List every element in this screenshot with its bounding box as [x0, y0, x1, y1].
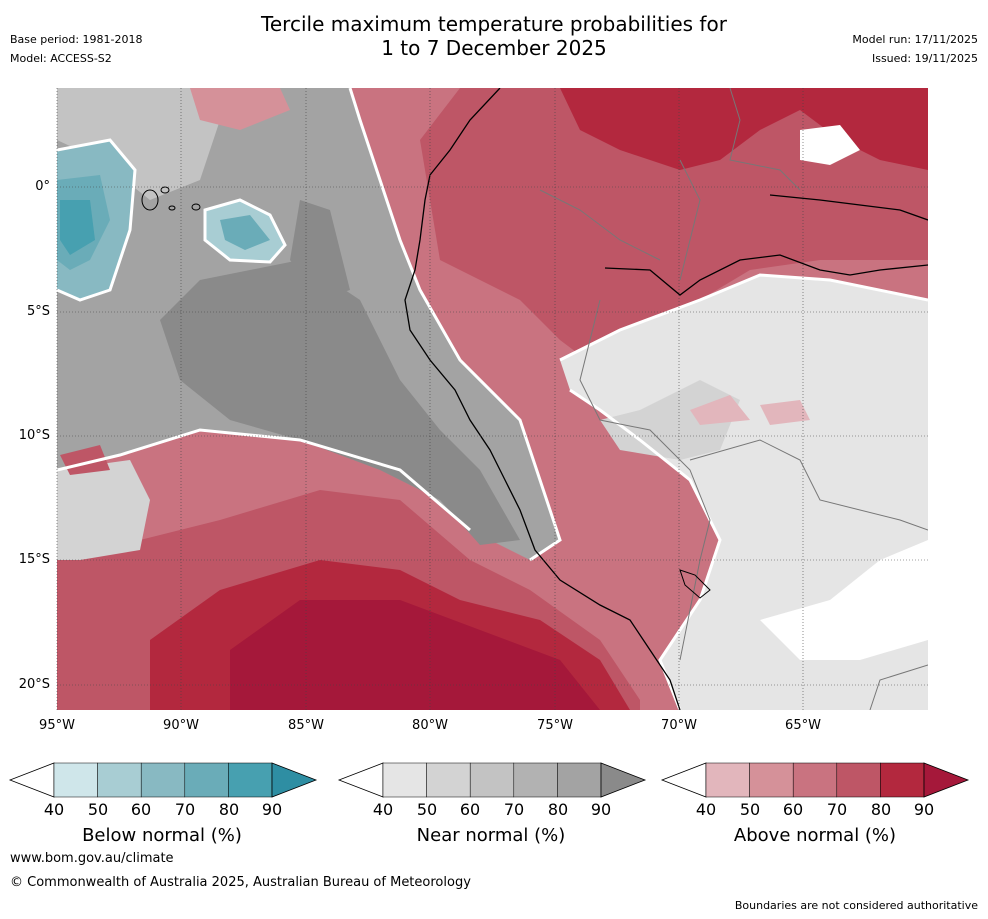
metadata-right: Model run: 17/11/2025 Issued: 19/11/2025 [852, 30, 978, 68]
colorbar-upper-extend [600, 762, 647, 798]
colorbar-segment-80 [228, 762, 273, 798]
colorbar-below-normal [8, 762, 318, 798]
colorbar-near-title: Near normal (%) [416, 825, 566, 846]
colorbar-segment-50 [97, 762, 142, 798]
cb-below-tick-90: 90 [261, 800, 283, 819]
cb-above-tick-40: 40 [695, 800, 717, 819]
model-text: Model: ACCESS-S2 [10, 52, 112, 65]
cb-below-tick-50: 50 [87, 800, 109, 819]
colorbar-segment-40 [53, 762, 98, 798]
cb-near-tick-40: 40 [372, 800, 394, 819]
lat-label-20s: 20°S [18, 677, 50, 692]
footer-url: www.bom.gov.au/climate [10, 851, 174, 866]
colorbar-segment-50 [426, 762, 471, 798]
cb-below-tick-40: 40 [43, 800, 65, 819]
lon-label-95w: 95°W [39, 718, 75, 733]
cb-below-tick-80: 80 [218, 800, 240, 819]
map-title: Tercile maximum temperature probabilitie… [0, 12, 988, 60]
issued-text: Issued: 19/11/2025 [871, 52, 978, 65]
lat-label-5s: 5°S [26, 304, 50, 319]
cb-near-tick-70: 70 [503, 800, 525, 819]
metadata-left: Base period: 1981-2018 Model: ACCESS-S2 [10, 30, 142, 68]
lon-label-85w: 85°W [288, 718, 324, 733]
cb-below-tick-60: 60 [130, 800, 152, 819]
cb-above-tick-60: 60 [782, 800, 804, 819]
cb-near-tick-50: 50 [416, 800, 438, 819]
colorbar-above-normal [660, 762, 970, 798]
lon-label-90w: 90°W [163, 718, 199, 733]
colorbar-lower-extend [660, 762, 707, 798]
colorbar-lower-extend [337, 762, 384, 798]
colorbar-upper-extend [271, 762, 318, 798]
colorbar-segment-50 [749, 762, 794, 798]
footer-copyright: © Commonwealth of Australia 2025, Austra… [10, 875, 471, 890]
lat-label-0: 0° [35, 179, 50, 194]
lon-label-80w: 80°W [412, 718, 448, 733]
map-area: 0° 5°S 10°S 15°S 20°S 95°W 90°W 85°W 80°… [18, 88, 928, 733]
colorbar-segment-60 [792, 762, 838, 798]
colorbar-segment-70 [836, 762, 881, 798]
colorbar-segment-40 [705, 762, 750, 798]
cb-near-tick-60: 60 [459, 800, 481, 819]
cb-near-tick-90: 90 [590, 800, 612, 819]
colorbar-strip [8, 762, 970, 798]
colorbar-segment-60 [469, 762, 515, 798]
colorbar-upper-extend [923, 762, 970, 798]
base-period-text: Base period: 1981-2018 [10, 33, 143, 46]
lon-label-75w: 75°W [537, 718, 573, 733]
colorbar-segment-80 [880, 762, 925, 798]
colorbar-segment-70 [513, 762, 558, 798]
lat-label-15s: 15°S [18, 552, 50, 567]
colorbar-segment-40 [382, 762, 427, 798]
cb-near-tick-80: 80 [547, 800, 569, 819]
colorbar-below-title: Below normal (%) [82, 825, 242, 846]
colorbar-segment-80 [557, 762, 602, 798]
cb-above-tick-80: 80 [870, 800, 892, 819]
cb-above-tick-50: 50 [739, 800, 761, 819]
colorbar-lower-extend [8, 762, 55, 798]
colorbar-segment-60 [140, 762, 186, 798]
lon-label-65w: 65°W [785, 718, 821, 733]
model-run-text: Model run: 17/11/2025 [852, 33, 978, 46]
cb-above-tick-90: 90 [913, 800, 935, 819]
colorbar-above-title: Above normal (%) [733, 825, 897, 846]
map-canvas [56, 88, 928, 710]
title-line-1: Tercile maximum temperature probabilitie… [261, 12, 727, 36]
footer-disclaimer: Boundaries are not considered authoritat… [734, 899, 978, 912]
lon-label-70w: 70°W [661, 718, 697, 733]
title-line-2: 1 to 7 December 2025 [381, 36, 607, 60]
cb-below-tick-70: 70 [174, 800, 196, 819]
colorbar-near-normal [337, 762, 647, 798]
lat-label-10s: 10°S [18, 428, 50, 443]
cb-above-tick-70: 70 [826, 800, 848, 819]
colorbar-segment-70 [184, 762, 229, 798]
probability-field [57, 88, 928, 710]
gridlines [56, 88, 928, 710]
